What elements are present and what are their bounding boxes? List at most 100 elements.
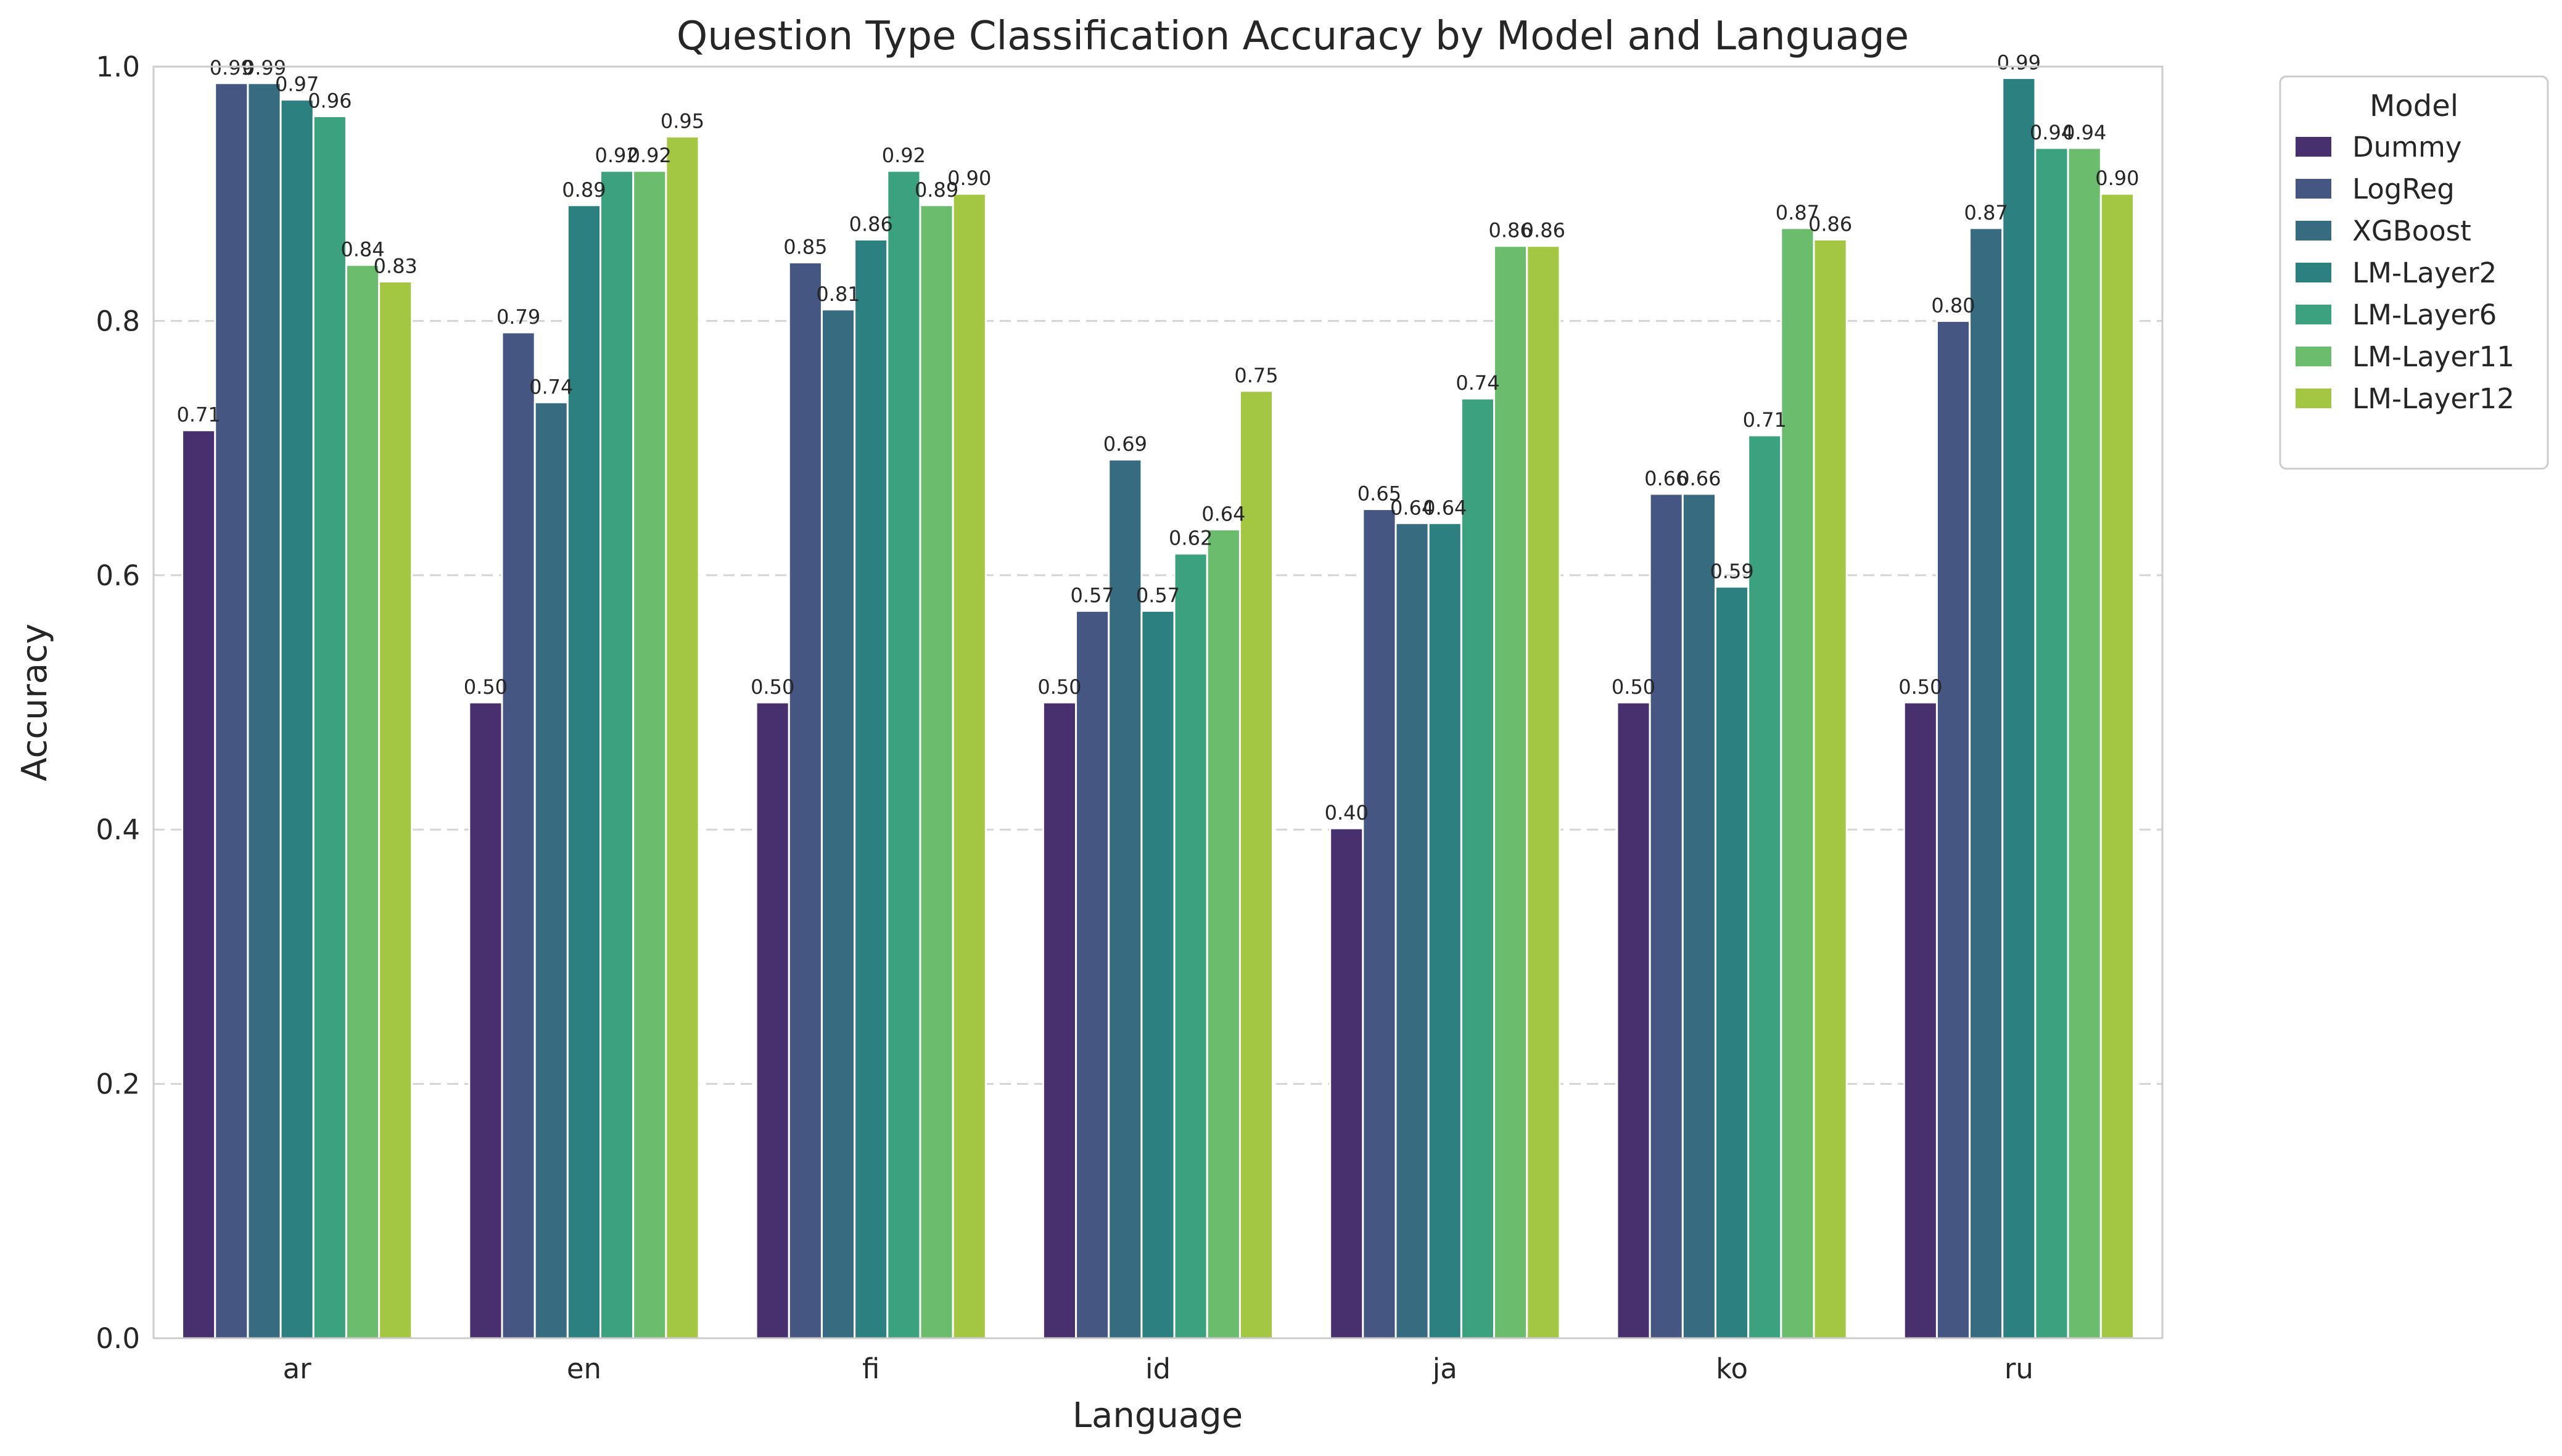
bar-data-label: 0.65 (1357, 482, 1401, 506)
legend-items: Dummy LogReg XGBoost LM-Layer2 LM-Layer6 LM-L… (2296, 131, 2515, 415)
bar (755, 701, 790, 1339)
bar (2067, 147, 2102, 1339)
bar-data-label: 0.50 (1037, 675, 1081, 699)
bar (1649, 493, 1684, 1339)
bar-data-label: 0.86 (1489, 219, 1533, 242)
bar (566, 204, 602, 1339)
bar (1394, 522, 1430, 1339)
y-tick-label: 0.6 (96, 559, 140, 592)
bar-data-label: 0.92 (595, 144, 638, 167)
bar-data-label: 0.66 (1644, 467, 1688, 490)
bar (533, 401, 569, 1339)
legend-entry-label: LM-Layer2 (2352, 257, 2497, 289)
bar-data-label: 0.86 (1522, 219, 1565, 242)
y-tick-label: 0.2 (96, 1068, 140, 1101)
legend-title: Model (2370, 89, 2458, 123)
bar (1362, 508, 1397, 1339)
bar-data-label: 0.75 (1234, 364, 1278, 387)
bar (1493, 245, 1528, 1339)
bar (1173, 553, 1208, 1339)
x-tick-label: ar (283, 1352, 312, 1385)
bar-data-label: 0.57 (1071, 584, 1114, 607)
legend-swatch (2296, 347, 2331, 366)
bar-data-label: 0.92 (628, 144, 672, 167)
bar-data-label: 0.87 (1776, 201, 1819, 224)
bar-data-label: 0.74 (1456, 371, 1499, 395)
plot-frame (152, 65, 2164, 1339)
bar (919, 204, 954, 1339)
y-tick-label: 0.0 (96, 1322, 140, 1355)
bar (247, 82, 282, 1339)
bar-data-label: 0.40 (1325, 801, 1369, 825)
bar (1747, 434, 1782, 1339)
bar-data-label: 0.64 (1390, 496, 1434, 519)
x-tick-label: ja (1432, 1352, 1457, 1385)
bar-data-label: 0.92 (882, 144, 926, 167)
legend-swatch (2296, 263, 2331, 282)
bar (1427, 522, 1462, 1339)
bar (788, 261, 823, 1339)
bar (1238, 390, 1274, 1339)
bar-data-label: 0.71 (176, 403, 220, 427)
bar (279, 99, 315, 1339)
bar (1903, 701, 1938, 1339)
bar-data-label: 0.97 (275, 73, 319, 96)
bar (599, 170, 635, 1339)
bar (501, 331, 536, 1339)
legend-swatch (2296, 389, 2331, 408)
bar-data-label: 0.57 (1136, 584, 1180, 607)
bar (952, 192, 987, 1339)
bar-data-label: 0.94 (2030, 121, 2074, 144)
y-axis-label: Accuracy (15, 623, 55, 781)
bar (378, 280, 413, 1339)
bar-data-label: 0.86 (1808, 212, 1852, 236)
bar-data-label: 0.50 (1612, 675, 1655, 699)
bar-data-label: 0.62 (1169, 527, 1213, 550)
bar-data-label: 0.50 (1898, 675, 1942, 699)
bar (312, 115, 347, 1339)
bar (886, 170, 921, 1339)
y-tick-label: 1.0 (96, 51, 140, 83)
bar-data-label: 0.89 (562, 178, 606, 202)
bar (1969, 227, 2004, 1339)
ticks-layer: 0.0 0.2 0.4 0.6 0.8 1.0 ar en fi id ja ko ru (96, 51, 2033, 1385)
bar (2001, 77, 2037, 1339)
bar (1140, 610, 1176, 1339)
bars-layer (181, 77, 2135, 1339)
bar (854, 238, 889, 1339)
legend-box (2279, 75, 2549, 470)
bar-data-label: 0.84 (340, 238, 384, 261)
data-labels-layer: 0.710.990.990.970.960.840.830.500.790.74… (176, 51, 2139, 825)
chart-title: Question Type Classification Accuracy by… (677, 14, 1909, 59)
bar-data-label: 0.66 (1677, 467, 1721, 490)
bar (1780, 227, 1815, 1339)
y-tick-label: 0.4 (96, 813, 140, 846)
bar (214, 82, 249, 1339)
bar (1042, 701, 1077, 1339)
bar-data-label: 0.69 (1103, 432, 1147, 456)
bar (1616, 701, 1651, 1339)
bar-data-label: 0.83 (374, 254, 418, 278)
bar (2099, 192, 2135, 1339)
bar-data-label: 0.74 (529, 375, 573, 398)
bar (345, 264, 381, 1339)
bar (1714, 585, 1750, 1339)
bar-data-label: 0.81 (816, 282, 860, 306)
bar (632, 170, 667, 1339)
bar-data-label: 0.64 (1423, 496, 1467, 519)
bar-data-label: 0.86 (849, 212, 893, 236)
legend-entry-label: XGBoost (2352, 215, 2471, 247)
bar-data-label: 0.99 (210, 56, 253, 80)
legend-swatch (2296, 137, 2331, 157)
bar (468, 701, 503, 1339)
bar (181, 429, 216, 1339)
y-tick-label: 0.8 (96, 305, 140, 337)
legend-swatch (2296, 221, 2331, 241)
bar (1075, 610, 1110, 1339)
x-tick-label: fi (862, 1352, 879, 1385)
legend-entry-label: Dummy (2352, 131, 2461, 163)
bar-data-label: 0.59 (1710, 559, 1753, 583)
bar (1935, 319, 1971, 1339)
